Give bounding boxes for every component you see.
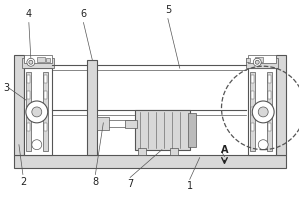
Bar <box>135 110 190 150</box>
Text: 6: 6 <box>80 9 86 19</box>
Bar <box>170 148 178 155</box>
Text: 5: 5 <box>165 5 171 15</box>
Bar <box>125 120 137 128</box>
Text: A: A <box>221 145 228 155</box>
Bar <box>250 72 255 151</box>
Bar <box>268 91 271 99</box>
Bar <box>44 91 47 99</box>
Circle shape <box>258 107 268 117</box>
Bar <box>27 91 30 99</box>
Bar <box>44 123 47 131</box>
Text: 1: 1 <box>187 181 193 191</box>
Bar <box>246 58 250 62</box>
Circle shape <box>252 101 274 123</box>
Bar <box>43 72 48 151</box>
Bar <box>251 75 254 83</box>
Circle shape <box>32 107 42 117</box>
Bar <box>255 57 263 62</box>
Bar <box>46 58 50 62</box>
Bar <box>268 107 271 115</box>
Circle shape <box>27 58 35 66</box>
Bar <box>188 113 196 147</box>
Bar <box>251 123 254 131</box>
Bar <box>26 72 31 151</box>
Text: 2: 2 <box>20 177 26 187</box>
Bar <box>276 55 286 155</box>
Bar <box>251 107 254 115</box>
Bar <box>98 117 109 130</box>
Bar <box>248 68 276 155</box>
Bar <box>44 75 47 83</box>
Bar <box>138 148 146 155</box>
Text: 7: 7 <box>127 179 133 189</box>
Bar <box>267 72 272 151</box>
Circle shape <box>253 58 261 66</box>
Bar <box>44 107 47 115</box>
Circle shape <box>258 140 268 150</box>
Bar <box>87 60 98 155</box>
Bar <box>268 75 271 83</box>
Bar <box>251 91 254 99</box>
Bar <box>24 68 52 155</box>
Text: 3: 3 <box>3 83 9 93</box>
Bar <box>248 55 276 63</box>
Circle shape <box>26 101 48 123</box>
Bar <box>14 155 286 168</box>
Text: 4: 4 <box>26 9 32 19</box>
Bar <box>27 107 30 115</box>
Text: 8: 8 <box>92 177 98 187</box>
Bar <box>246 58 278 68</box>
Bar <box>22 58 54 68</box>
Bar <box>27 123 30 131</box>
Bar <box>27 75 30 83</box>
Bar <box>24 55 52 63</box>
Circle shape <box>255 60 259 64</box>
Circle shape <box>32 140 42 150</box>
Bar <box>268 123 271 131</box>
Bar <box>14 55 24 155</box>
Circle shape <box>29 60 33 64</box>
Bar <box>37 57 45 62</box>
